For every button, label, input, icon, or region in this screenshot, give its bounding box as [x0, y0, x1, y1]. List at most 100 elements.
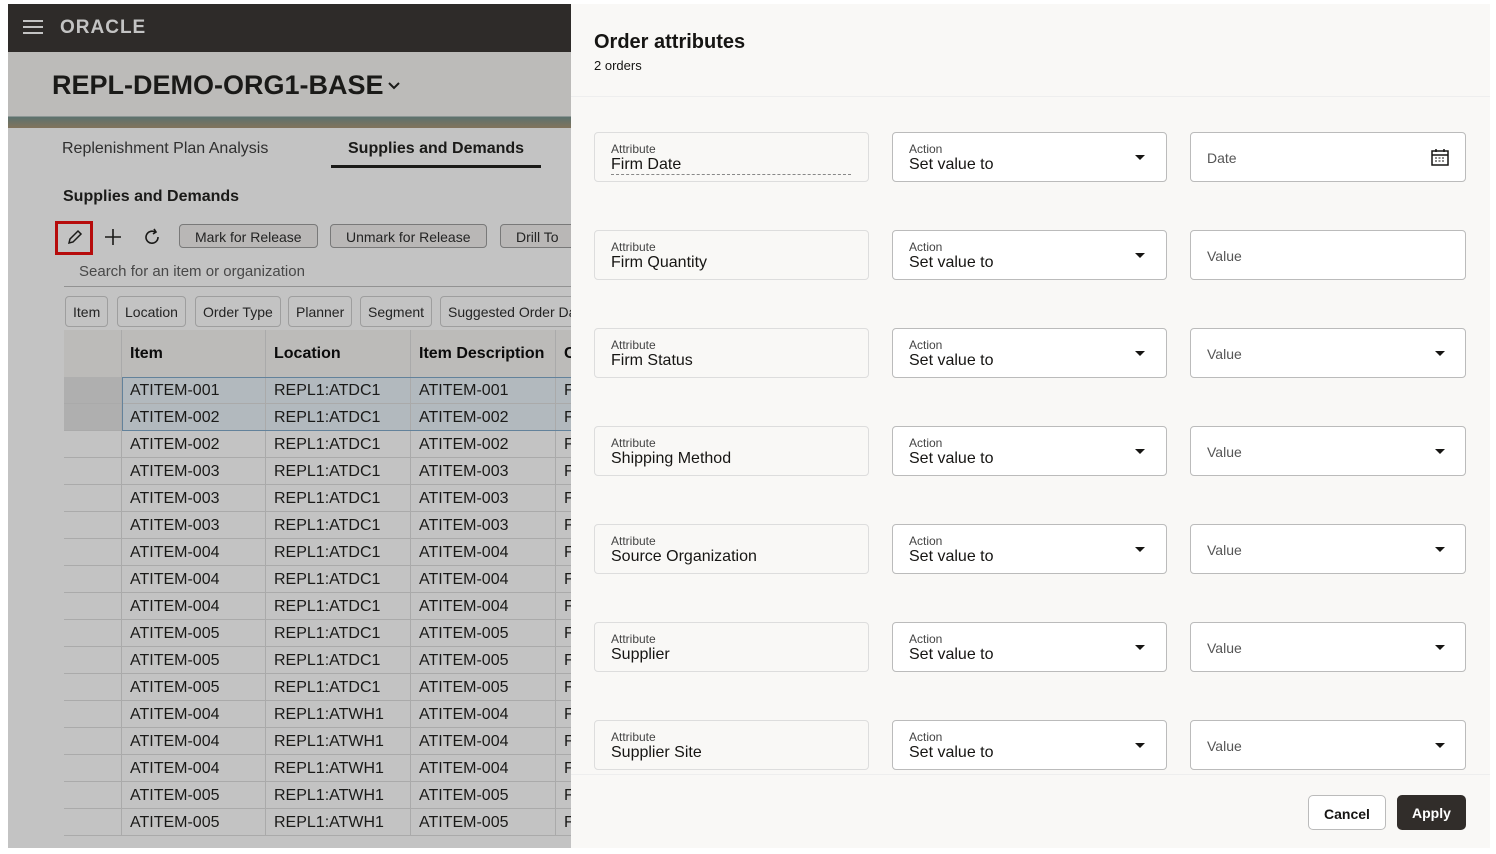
dropdown-icon[interactable] — [1131, 638, 1149, 656]
row-selector[interactable] — [64, 809, 122, 836]
value-field[interactable]: Value — [1190, 426, 1466, 476]
filter-chip[interactable]: Segment — [360, 296, 433, 327]
toolbar-button[interactable]: Drill To — [500, 224, 571, 248]
edit-highlight — [55, 221, 93, 255]
field-value: Set value to — [909, 450, 994, 467]
search-field[interactable]: Search for an item or organization — [64, 255, 571, 287]
dropdown-icon[interactable] — [1431, 540, 1449, 558]
field-label: Attribute — [611, 142, 656, 156]
action-select[interactable]: Action Set value to — [892, 622, 1167, 672]
tab[interactable]: Replenishment Plan Analysis — [62, 140, 269, 157]
cancel-button[interactable]: Cancel — [1308, 795, 1386, 830]
row-selector[interactable] — [64, 782, 122, 809]
row-selector[interactable] — [64, 458, 122, 485]
field-value: Firm Date — [611, 156, 851, 175]
row-selector[interactable] — [64, 404, 122, 431]
dropdown-icon[interactable] — [1131, 736, 1149, 754]
tab-active[interactable]: Supplies and Demands — [348, 140, 525, 157]
toolbar-button[interactable]: Unmark for Release — [330, 224, 487, 248]
filter-chip[interactable]: Location — [117, 296, 186, 327]
row-selector[interactable] — [64, 728, 122, 755]
row-selector[interactable] — [64, 620, 122, 647]
table-cell: ATITEM-001 — [411, 377, 556, 404]
dropdown-icon[interactable] — [1431, 638, 1449, 656]
action-select[interactable]: Action Set value to — [892, 132, 1167, 182]
table-cell: ATITEM-005 — [411, 674, 556, 701]
value-field[interactable]: Value — [1190, 328, 1466, 378]
filter-chip[interactable]: Order Type — [195, 296, 281, 327]
column-header[interactable]: Item Description — [411, 330, 556, 377]
field-placeholder: Value — [1207, 248, 1242, 264]
table-cell: REPL1:ATDC1 — [266, 539, 411, 566]
row-selector[interactable] — [64, 512, 122, 539]
page-title[interactable]: REPL-DEMO-ORG1-BASE — [52, 70, 384, 100]
dropdown-icon[interactable] — [1131, 148, 1149, 166]
search-placeholder: Search for an item or organization — [79, 263, 305, 280]
dropdown-icon[interactable] — [1431, 344, 1449, 362]
table-cell: ATITEM-004 — [411, 593, 556, 620]
value-field[interactable]: Value — [1190, 622, 1466, 672]
field-value: Firm Status — [611, 352, 693, 369]
attribute-field: Attribute Firm Date — [594, 132, 869, 182]
value-field[interactable]: Value — [1190, 230, 1466, 280]
field-label: Attribute — [611, 240, 656, 254]
action-select[interactable]: Action Set value to — [892, 720, 1167, 770]
action-select[interactable]: Action Set value to — [892, 328, 1167, 378]
filter-chip[interactable]: Suggested Order Da — [440, 296, 571, 327]
row-selector[interactable] — [64, 566, 122, 593]
toolbar-button[interactable]: Mark for Release — [179, 224, 318, 248]
attribute-field: Attribute Shipping Method — [594, 426, 869, 476]
dropdown-icon[interactable] — [1431, 442, 1449, 460]
refresh-icon[interactable] — [143, 228, 161, 246]
action-select[interactable]: Action Set value to — [892, 426, 1167, 476]
table-cell: REPL1:ATDC1 — [266, 674, 411, 701]
column-header[interactable]: Location — [266, 330, 411, 377]
field-label: Action — [909, 730, 943, 744]
action-select[interactable]: Action Set value to — [892, 230, 1167, 280]
attribute-field: Attribute Firm Quantity — [594, 230, 869, 280]
background-app: ORACLE REPL-DEMO-ORG1-BASE Replenishment… — [8, 4, 571, 848]
row-selector[interactable] — [64, 539, 122, 566]
row-selector[interactable] — [64, 485, 122, 512]
row-selector[interactable] — [64, 674, 122, 701]
field-label: Action — [909, 240, 943, 254]
table-cell: F — [556, 647, 571, 674]
title-chevron[interactable] — [388, 82, 400, 90]
dropdown-icon[interactable] — [1131, 246, 1149, 264]
dropdown-icon[interactable] — [1131, 442, 1149, 460]
menu-icon[interactable] — [23, 19, 43, 35]
field-label: Attribute — [611, 730, 656, 744]
table-cell: REPL1:ATDC1 — [266, 431, 411, 458]
divider — [571, 96, 1490, 97]
row-selector[interactable] — [64, 377, 122, 404]
column-header[interactable]: C — [556, 330, 571, 377]
dropdown-icon[interactable] — [1131, 540, 1149, 558]
field-value: Firm Quantity — [611, 254, 708, 271]
apply-button[interactable]: Apply — [1397, 795, 1466, 830]
row-selector[interactable] — [64, 593, 122, 620]
row-selector[interactable] — [64, 701, 122, 728]
table-cell: REPL1:ATWH1 — [266, 701, 411, 728]
column-header[interactable]: Item — [122, 330, 266, 377]
value-field[interactable]: Value — [1190, 524, 1466, 574]
field-value: Source Organization — [611, 548, 757, 565]
filter-chip[interactable]: Item — [65, 296, 109, 327]
dropdown-icon[interactable] — [1431, 736, 1449, 754]
table-cell: ATITEM-004 — [122, 566, 266, 593]
attribute-field: Attribute Supplier — [594, 622, 869, 672]
table-cell: ATITEM-004 — [411, 566, 556, 593]
value-field[interactable]: Date — [1190, 132, 1466, 182]
calendar-icon[interactable] — [1431, 148, 1449, 166]
table-cell: ATITEM-005 — [411, 620, 556, 647]
row-selector[interactable] — [64, 431, 122, 458]
action-select[interactable]: Action Set value to — [892, 524, 1167, 574]
row-selector[interactable] — [64, 647, 122, 674]
value-field[interactable]: Value — [1190, 720, 1466, 770]
row-selector[interactable] — [64, 755, 122, 782]
add-icon[interactable] — [104, 228, 122, 246]
edit-icon[interactable] — [66, 228, 84, 246]
dropdown-icon[interactable] — [1131, 344, 1149, 362]
table-cell: F — [556, 566, 571, 593]
filter-chip[interactable]: Planner — [288, 296, 353, 327]
